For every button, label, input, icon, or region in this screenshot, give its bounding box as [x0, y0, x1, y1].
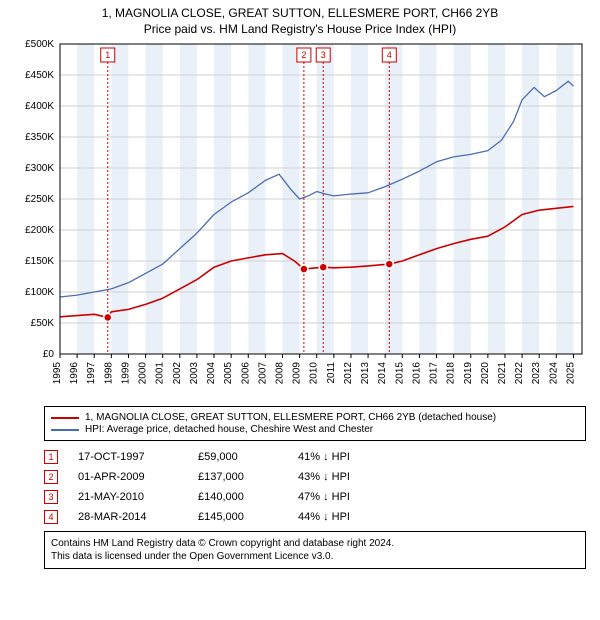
transaction-marker: 3 [44, 490, 58, 504]
transaction-delta: 41% ↓ HPI [298, 451, 408, 463]
title-line1: 1, MAGNOLIA CLOSE, GREAT SUTTON, ELLESME… [0, 6, 600, 20]
svg-text:2010: 2010 [309, 362, 320, 385]
transaction-marker-num: 2 [48, 472, 53, 482]
transaction-marker: 2 [44, 470, 58, 484]
table-row: 2 01-APR-2009 £137,000 43% ↓ HPI [44, 467, 586, 487]
svg-text:£150K: £150K [25, 256, 54, 267]
svg-text:1995: 1995 [52, 362, 63, 385]
svg-text:2025: 2025 [565, 362, 576, 385]
legend-row-subject: 1, MAGNOLIA CLOSE, GREAT SUTTON, ELLESME… [51, 412, 579, 423]
legend-swatch-hpi [51, 429, 79, 431]
svg-text:2019: 2019 [463, 362, 474, 385]
table-row: 1 17-OCT-1997 £59,000 41% ↓ HPI [44, 447, 586, 467]
chart-area: £0 £50K £100K £150K £200K £250K £300K £350K £400… [10, 38, 590, 398]
transaction-date: 17-OCT-1997 [78, 451, 198, 463]
transaction-marker: 4 [44, 510, 58, 524]
footer: Contains HM Land Registry data © Crown c… [44, 531, 586, 569]
table-row: 4 28-MAR-2014 £145,000 44% ↓ HPI [44, 507, 586, 527]
svg-text:2018: 2018 [446, 362, 457, 385]
svg-text:£250K: £250K [25, 194, 54, 205]
svg-text:2004: 2004 [206, 362, 217, 385]
title-line2: Price paid vs. HM Land Registry's House … [0, 22, 600, 36]
svg-text:2009: 2009 [292, 362, 303, 385]
svg-text:2023: 2023 [531, 362, 542, 385]
transaction-marker-num: 1 [48, 452, 53, 462]
svg-text:2017: 2017 [429, 362, 440, 385]
transaction-delta: 43% ↓ HPI [298, 471, 408, 483]
svg-text:3: 3 [321, 50, 326, 60]
svg-text:1998: 1998 [103, 362, 114, 385]
svg-text:1997: 1997 [86, 362, 97, 385]
svg-text:£100K: £100K [25, 287, 54, 298]
transaction-marker-num: 4 [48, 512, 53, 522]
transaction-price: £145,000 [198, 511, 298, 523]
svg-text:1: 1 [105, 50, 110, 60]
svg-text:1999: 1999 [120, 362, 131, 385]
svg-text:£200K: £200K [25, 225, 54, 236]
chart-container: 1, MAGNOLIA CLOSE, GREAT SUTTON, ELLESME… [0, 0, 600, 569]
svg-text:2016: 2016 [411, 362, 422, 385]
transaction-date: 01-APR-2009 [78, 471, 198, 483]
svg-text:2020: 2020 [480, 362, 491, 385]
svg-text:2008: 2008 [274, 362, 285, 385]
svg-text:£50K: £50K [31, 318, 55, 329]
svg-text:2000: 2000 [138, 362, 149, 385]
svg-text:2002: 2002 [172, 362, 183, 385]
transactions-table: 1 17-OCT-1997 £59,000 41% ↓ HPI 2 01-APR… [44, 447, 586, 527]
svg-text:2012: 2012 [343, 362, 354, 385]
svg-text:£400K: £400K [25, 101, 54, 112]
legend-row-hpi: HPI: Average price, detached house, Ches… [51, 424, 579, 435]
transaction-date: 21-MAY-2010 [78, 491, 198, 503]
svg-text:2: 2 [301, 50, 306, 60]
svg-text:2011: 2011 [326, 362, 337, 384]
svg-text:2021: 2021 [497, 362, 508, 385]
svg-text:4: 4 [387, 50, 392, 60]
footer-line2: This data is licensed under the Open Gov… [51, 550, 579, 563]
svg-text:£0: £0 [43, 349, 55, 360]
svg-text:2013: 2013 [360, 362, 371, 385]
transaction-date: 28-MAR-2014 [78, 511, 198, 523]
svg-text:£300K: £300K [25, 163, 54, 174]
table-row: 3 21-MAY-2010 £140,000 47% ↓ HPI [44, 487, 586, 507]
legend: 1, MAGNOLIA CLOSE, GREAT SUTTON, ELLESME… [44, 406, 586, 441]
svg-text:2015: 2015 [394, 362, 405, 385]
footer-line1: Contains HM Land Registry data © Crown c… [51, 537, 579, 550]
svg-text:£450K: £450K [25, 70, 54, 81]
svg-text:1996: 1996 [69, 362, 80, 385]
transaction-price: £59,000 [198, 451, 298, 463]
svg-text:£350K: £350K [25, 132, 54, 143]
svg-text:2005: 2005 [223, 362, 234, 385]
svg-text:2024: 2024 [548, 362, 559, 385]
chart-svg: £0 £50K £100K £150K £200K £250K £300K £350K £400… [10, 38, 590, 398]
legend-swatch-subject [51, 417, 79, 419]
transaction-marker-num: 3 [48, 492, 53, 502]
svg-text:2022: 2022 [514, 362, 525, 385]
svg-text:£500K: £500K [25, 39, 54, 50]
svg-text:2003: 2003 [189, 362, 200, 385]
transaction-price: £137,000 [198, 471, 298, 483]
svg-text:2006: 2006 [240, 362, 251, 385]
transaction-price: £140,000 [198, 491, 298, 503]
svg-text:2007: 2007 [257, 362, 268, 385]
legend-label-hpi: HPI: Average price, detached house, Ches… [85, 424, 373, 435]
title-block: 1, MAGNOLIA CLOSE, GREAT SUTTON, ELLESME… [0, 0, 600, 38]
legend-label-subject: 1, MAGNOLIA CLOSE, GREAT SUTTON, ELLESME… [85, 412, 496, 423]
transaction-delta: 44% ↓ HPI [298, 511, 408, 523]
transaction-delta: 47% ↓ HPI [298, 491, 408, 503]
transaction-marker: 1 [44, 450, 58, 464]
svg-text:2001: 2001 [155, 362, 166, 385]
svg-text:2014: 2014 [377, 362, 388, 385]
